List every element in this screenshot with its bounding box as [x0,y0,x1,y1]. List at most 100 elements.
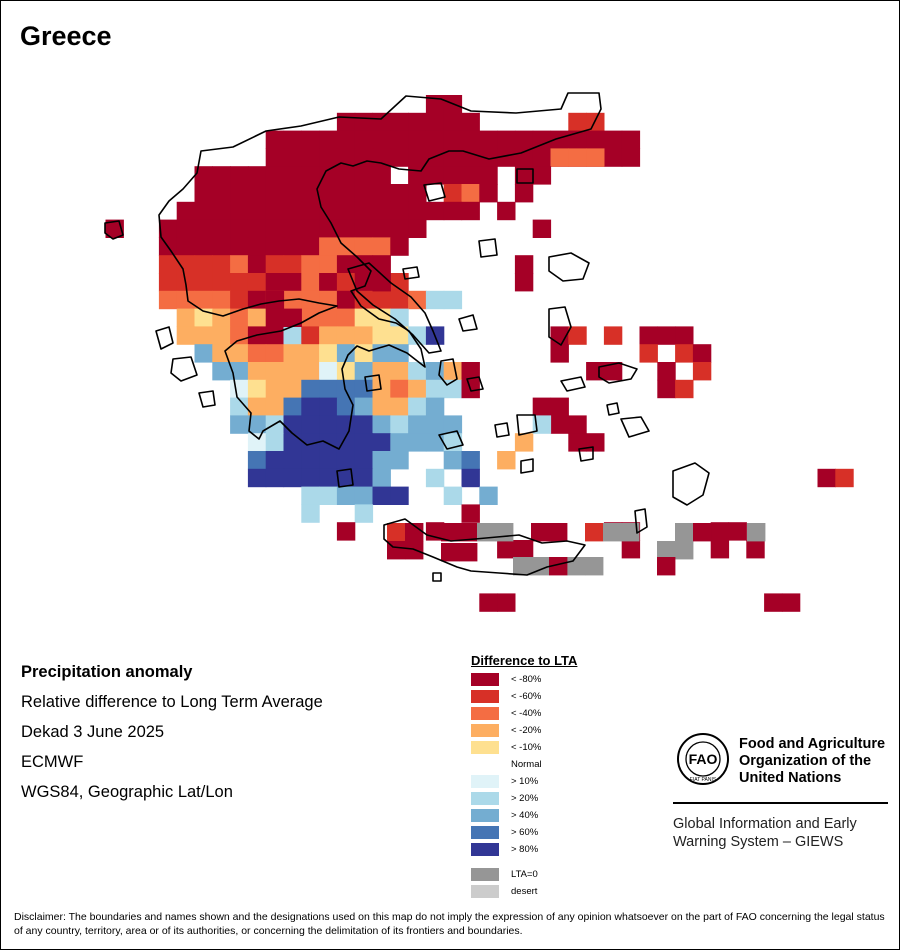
anomaly-cell [247,451,267,470]
legend-swatch [471,868,499,881]
fao-logo-icon: FAO FIAT PANIS [677,733,729,785]
anomaly-cell [265,468,285,488]
anomaly-cell [497,201,516,221]
anomaly-cell [319,379,338,399]
anomaly-cell [283,255,302,274]
anomaly-cell [265,397,285,416]
mainland-outline [158,92,602,450]
anomaly-cell [247,379,267,399]
anomaly-cell [230,237,249,256]
anomaly-cell [817,468,836,488]
limnos-outline [478,238,498,258]
anomaly-cell [301,415,320,434]
anomaly-cell [425,166,445,185]
anomaly-cell [319,148,338,167]
anomaly-cell [372,201,391,221]
legend-label: LTA=0 [511,869,538,880]
anomaly-cell [586,433,605,452]
anomaly-cell [443,184,463,203]
anomaly-cell [265,201,285,221]
aegina-outline [364,374,382,392]
anomaly-cell [514,255,534,274]
anomaly-cell [675,344,694,363]
anomaly-cell [354,326,374,345]
anomaly-cell [230,397,249,416]
anomaly-cell [372,362,391,381]
anomaly-cell [212,166,231,185]
kos-outline [620,416,650,438]
anomaly-cell [283,308,302,327]
anomaly-cell [212,273,231,292]
anomaly-cell [479,130,498,149]
anomaly-cell [443,130,463,149]
anomaly-cell [247,344,267,363]
anomaly-cell [513,543,532,562]
anomaly-cell [354,130,374,149]
anomaly-cell [336,486,356,505]
legend-label: Normal [511,759,542,770]
fao-name-line: Organization of the [739,753,872,769]
anomaly-cell [354,201,374,221]
anomaly-cell [230,362,249,381]
anomaly-cell [372,237,391,256]
anomaly-cell [265,166,285,185]
anomaly-cell [212,362,231,381]
anomaly-cell [194,166,213,185]
anomaly-cell [603,148,623,167]
legend-label: desert [511,886,538,897]
anomaly-cell [283,130,302,149]
anomaly-cell [531,523,550,542]
anomaly-cell [390,290,409,310]
legend-label: > 60% [511,827,539,838]
anomaly-cell [372,290,391,310]
anomaly-cell [283,362,302,381]
anomaly-cell [747,523,766,542]
legend-swatch [471,885,499,898]
anomaly-cell [194,326,213,345]
legend-swatch [471,826,499,839]
milos-outline [438,430,464,450]
anomaly-cell [372,255,391,274]
anomaly-cell [568,148,587,167]
anomaly-cell [336,290,356,310]
anomaly-cell [265,451,285,470]
anomaly-cell [354,468,374,488]
legend-label: > 80% [511,844,539,855]
anomaly-cell [408,326,427,345]
anomaly-cell [283,344,302,363]
anomaly-cell [764,593,783,612]
map-info: Precipitation anomaly Relative differenc… [21,657,323,807]
anomaly-cell [301,344,320,363]
anomaly-cell [425,201,445,221]
anomaly-cell [408,201,427,221]
anomaly-cell [354,237,374,256]
anomaly-cell [459,523,478,542]
anomaly-cell [390,486,409,505]
anomaly-cell [408,148,427,167]
samos-outline [598,362,638,384]
anomaly-cell [230,326,249,345]
anomaly-cell [319,184,338,203]
anomaly-cell [390,148,409,167]
anomaly-cell [657,541,676,560]
giews-line: Warning System – GIEWS [673,834,844,850]
anomaly-cell [390,184,409,203]
anomaly-cell [354,362,374,381]
anomaly-cell [319,130,338,149]
anomaly-cell [639,344,658,363]
anomaly-cell [230,166,249,185]
anomaly-cell [657,326,676,345]
giews-line: Global Information and Early [673,816,857,832]
anomaly-cell [319,237,338,256]
anomaly-cell [372,326,391,345]
anomaly-cell [194,344,213,363]
anomaly-cell [301,273,320,292]
fao-name-line: Food and Agriculture [739,736,886,752]
anomaly-cell [461,166,480,185]
anomaly-cell [568,130,587,149]
anomaly-cell [372,451,391,470]
anomaly-cell [354,184,374,203]
anomaly-cell [283,148,302,167]
anomaly-cell [212,255,231,274]
anomaly-cell [443,148,463,167]
